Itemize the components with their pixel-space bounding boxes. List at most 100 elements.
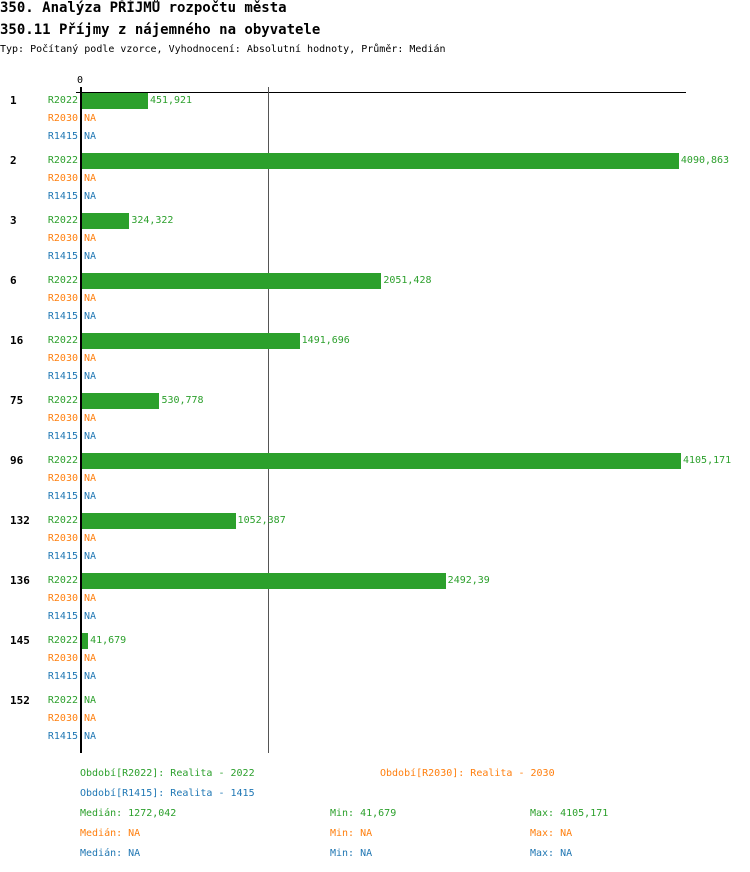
stat-median-r1415: Medián: NA <box>80 848 141 859</box>
series-label: R1415 <box>47 431 78 442</box>
data-label: 1052,387 <box>237 515 286 526</box>
category-label: 6 <box>10 274 17 287</box>
chart-info: Typ: Počítaný podle vzorce, Vyhodnocení:… <box>0 44 446 55</box>
bar-chart: 0 1 R2022 451,921 R2030 NA R1415 NA 2 R2022 4090,… <box>10 75 732 753</box>
bar-r2022 <box>82 273 382 289</box>
stat-max-r1415: Max: NA <box>530 848 573 859</box>
series-label: R1415 <box>47 371 78 382</box>
stat-median-r2030: Medián: NA <box>80 828 141 839</box>
series-label: R2022 <box>47 275 78 286</box>
series-label: R2030 <box>47 173 78 184</box>
series-label: R1415 <box>47 251 78 262</box>
series-label: R2030 <box>47 653 78 664</box>
data-label: NA <box>84 371 97 382</box>
data-label: NA <box>84 731 97 742</box>
bar-r2022 <box>82 513 236 529</box>
data-label: NA <box>84 413 97 424</box>
data-label: NA <box>84 551 97 562</box>
legend-r1415: Období[R1415]: Realita - 1415 <box>80 788 255 799</box>
category-label: 3 <box>10 214 17 227</box>
series-label: R2022 <box>47 395 78 406</box>
series-label: R2030 <box>47 413 78 424</box>
data-label: NA <box>84 653 97 664</box>
data-label: NA <box>84 533 97 544</box>
data-label: 2492,39 <box>447 575 490 586</box>
data-label: NA <box>84 713 97 724</box>
series-label: R2030 <box>47 233 78 244</box>
series-label: R1415 <box>47 491 78 502</box>
series-label: R1415 <box>47 731 78 742</box>
series-label: R2030 <box>47 533 78 544</box>
x-tick-label: 0 <box>77 75 84 86</box>
series-label: R2030 <box>47 713 78 724</box>
bar-r2022 <box>82 453 681 469</box>
series-label: R1415 <box>47 191 78 202</box>
data-label: 4090,863 <box>680 155 730 166</box>
category-label: 16 <box>10 334 24 347</box>
data-label: 530,778 <box>161 395 204 406</box>
data-label: NA <box>84 611 97 622</box>
category-label: 152 <box>10 694 30 707</box>
category-label: 75 <box>10 394 24 407</box>
data-label: NA <box>84 251 97 262</box>
stat-max-r2030: Max: NA <box>530 828 573 839</box>
data-label: NA <box>84 671 97 682</box>
data-label: NA <box>84 293 97 304</box>
legend-r2022: Období[R2022]: Realita - 2022 <box>80 768 255 779</box>
stat-min-r2030: Min: NA <box>330 828 373 839</box>
bar-r2022 <box>82 393 160 409</box>
series-label: R2022 <box>47 155 78 166</box>
data-label: NA <box>84 173 97 184</box>
y-axis-line <box>80 87 82 753</box>
series-label: R2022 <box>47 515 78 526</box>
category-label: 2 <box>10 154 17 167</box>
data-label: NA <box>84 233 97 244</box>
data-label: 1491,696 <box>301 335 350 346</box>
series-label: R2022 <box>47 95 78 106</box>
bar-r2022 <box>82 153 679 169</box>
series-label: R2022 <box>47 695 78 706</box>
data-label: NA <box>84 311 97 322</box>
bar-r2022 <box>82 333 300 349</box>
data-label: NA <box>84 695 97 706</box>
category-label: 132 <box>10 514 30 527</box>
stat-max-r2022: Max: 4105,171 <box>530 808 609 819</box>
series-label: R2030 <box>47 593 78 604</box>
series-label: R2030 <box>47 293 78 304</box>
series-label: R1415 <box>47 671 78 682</box>
category-label: 136 <box>10 574 30 587</box>
bar-r2022 <box>82 573 446 589</box>
data-label: NA <box>84 131 97 142</box>
series-label: R2022 <box>47 215 78 226</box>
legend-r2030: Období[R2030]: Realita - 2030 <box>380 768 555 779</box>
series-label: R1415 <box>47 611 78 622</box>
series-label: R2030 <box>47 473 78 484</box>
data-label: NA <box>84 191 97 202</box>
category-label: 96 <box>10 454 24 467</box>
bar-r2022 <box>82 93 148 109</box>
data-label: NA <box>84 431 97 442</box>
data-label: 2051,428 <box>383 275 432 286</box>
series-label: R2022 <box>47 335 78 346</box>
series-label: R1415 <box>47 131 78 142</box>
stat-median-r2022: Medián: 1272,042 <box>80 808 177 819</box>
series-label: R2022 <box>47 455 78 466</box>
page-subtitle: 350.11 Příjmy z nájemného na obyvatele <box>0 22 321 38</box>
series-label: R2022 <box>47 635 78 646</box>
data-label: NA <box>84 473 97 484</box>
data-label: NA <box>84 353 97 364</box>
data-label: NA <box>84 113 97 124</box>
stat-min-r1415: Min: NA <box>330 848 373 859</box>
bar-r2022 <box>82 213 130 229</box>
data-label: 4105,171 <box>683 455 732 466</box>
series-label: R2030 <box>47 353 78 364</box>
data-label: NA <box>84 593 97 604</box>
top-axis-line <box>76 92 686 93</box>
data-label: 41,679 <box>90 635 127 646</box>
series-label: R2022 <box>47 575 78 586</box>
data-label: 324,322 <box>131 215 174 226</box>
category-label: 1 <box>10 94 17 107</box>
series-label: R1415 <box>47 551 78 562</box>
page-title: 350. Analýza PŘÍJMŮ rozpočtu města <box>0 0 287 16</box>
bar-r2022 <box>82 633 89 649</box>
